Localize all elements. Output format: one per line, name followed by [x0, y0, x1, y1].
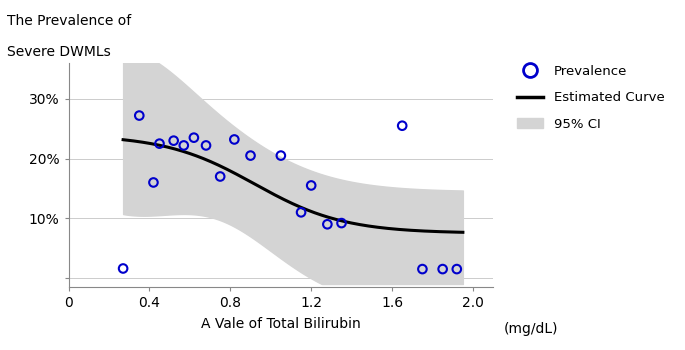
- Point: [201, 143, 212, 148]
- Point: [178, 143, 189, 148]
- Point: [148, 180, 159, 185]
- Legend: Prevalence, Estimated Curve, 95% CI: Prevalence, Estimated Curve, 95% CI: [516, 65, 664, 131]
- Point: [336, 220, 347, 226]
- Point: [451, 266, 462, 272]
- Text: (mg/dL): (mg/dL): [503, 322, 558, 336]
- X-axis label: A Vale of Total Bilirubin: A Vale of Total Bilirubin: [201, 317, 361, 331]
- Point: [245, 153, 256, 159]
- Point: [275, 153, 286, 159]
- Point: [118, 266, 129, 271]
- Point: [306, 183, 316, 188]
- Point: [214, 174, 225, 179]
- Text: The Prevalence of: The Prevalence of: [7, 14, 131, 28]
- Point: [134, 113, 145, 118]
- Point: [397, 123, 408, 128]
- Point: [188, 135, 199, 140]
- Point: [296, 210, 307, 215]
- Point: [322, 222, 333, 227]
- Point: [154, 141, 165, 146]
- Point: [437, 266, 448, 272]
- Point: [417, 266, 428, 272]
- Point: [169, 138, 179, 144]
- Point: [229, 136, 240, 142]
- Text: Severe DWMLs: Severe DWMLs: [7, 46, 110, 60]
